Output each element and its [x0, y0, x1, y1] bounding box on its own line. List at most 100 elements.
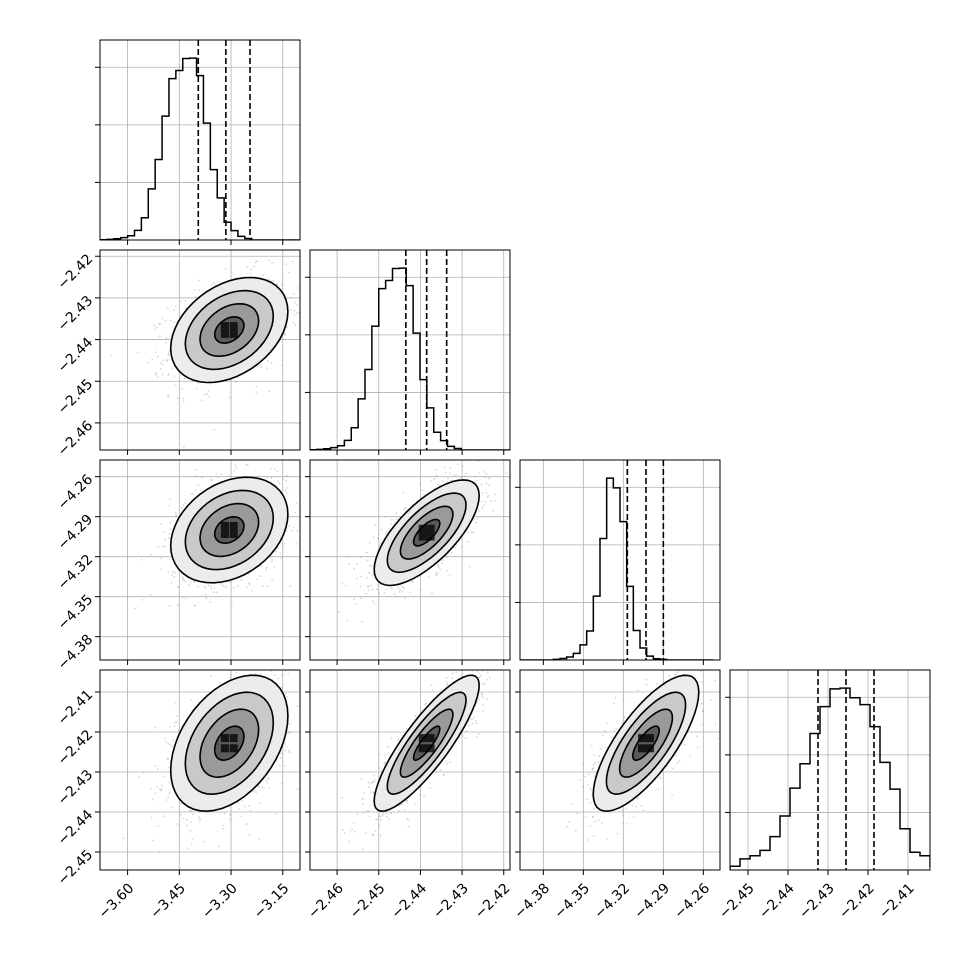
scatter-point [265, 367, 268, 370]
scatter-point [378, 592, 380, 595]
scatter-point [260, 366, 262, 369]
density-core-bin [229, 522, 238, 530]
scatter-point [373, 602, 376, 605]
scatter-point [359, 585, 362, 588]
scatter-point [465, 473, 468, 475]
scatter-point [173, 575, 176, 578]
scatter-point [295, 312, 298, 314]
scatter-point [215, 472, 218, 475]
scatter-point [190, 699, 193, 701]
scatter-point [255, 791, 257, 794]
scatter-point [167, 571, 170, 573]
scatter-point [165, 740, 168, 743]
scatter-point [372, 834, 375, 836]
scatter-point [402, 491, 405, 494]
scatter-point [296, 304, 298, 306]
scatter-point [446, 683, 449, 686]
scatter-point [149, 594, 152, 596]
contour-line [213, 725, 245, 762]
scatter-point [380, 834, 382, 837]
scatter-point [220, 473, 223, 476]
scatter-point [281, 674, 284, 676]
contour-line [399, 505, 454, 560]
scatter-point [195, 468, 198, 471]
scatter-point [421, 489, 424, 492]
scatter-point [189, 829, 192, 832]
scatter-point [481, 693, 484, 696]
scatter-point [277, 230, 279, 232]
scatter-point [209, 382, 212, 385]
scatter-point [398, 805, 401, 808]
scatter-point [167, 358, 169, 361]
scatter-point [348, 563, 350, 565]
scatter-point [199, 818, 202, 820]
histogram-panel-3 [515, 459, 721, 665]
scatter-point [249, 655, 251, 657]
scatter-point [383, 761, 386, 764]
scatter-point [436, 573, 439, 576]
scatter-point [138, 776, 141, 779]
scatter-point [401, 590, 404, 593]
scatter-point [240, 579, 242, 582]
scatter-point [178, 824, 181, 827]
scatter-point [194, 605, 197, 607]
scatter-point [279, 552, 282, 554]
scatter-point [446, 481, 449, 483]
scatter-point [285, 474, 288, 477]
scatter-point [229, 581, 232, 584]
scatter-point [162, 775, 165, 778]
scatter-point [182, 397, 185, 400]
scatter-point [154, 351, 157, 353]
scatter-point [443, 466, 446, 469]
scatter-point [383, 591, 386, 594]
scatter-point [173, 375, 176, 378]
scatter-point [490, 500, 492, 502]
scatter-point [229, 818, 231, 821]
scatter-point [431, 689, 434, 692]
scatter-point [164, 538, 167, 541]
scatter-point [160, 789, 162, 792]
scatter-point [233, 469, 236, 472]
histogram-panel-2 [305, 249, 511, 455]
scatter-point [491, 667, 493, 669]
scatter-point [184, 579, 186, 582]
scatter-point [484, 476, 487, 479]
scatter-point [294, 511, 297, 514]
scatter-point [171, 367, 174, 370]
panel-frame [99, 459, 301, 661]
scatter-point [182, 400, 185, 403]
scatter-point [285, 530, 288, 532]
scatter-point [227, 667, 229, 669]
scatter-point [219, 681, 222, 684]
scatter-point [253, 790, 256, 793]
density-core-bin [418, 524, 427, 533]
scatter-point [168, 532, 171, 535]
scatter-point [173, 321, 176, 323]
scatter-point [474, 445, 476, 447]
scatter-point [198, 289, 200, 291]
scatter-point [277, 677, 280, 680]
scatter-point [188, 809, 191, 812]
scatter-point [429, 787, 432, 789]
scatter-point [193, 580, 196, 583]
scatter-point [466, 540, 469, 543]
scatter-point [213, 586, 216, 589]
scatter-point [190, 493, 193, 495]
scatter-point [346, 556, 349, 558]
scatter-point [473, 531, 475, 534]
scatter-point [398, 591, 401, 593]
histogram-step [100, 57, 300, 240]
scatter-point [294, 324, 297, 327]
scatter-point [368, 786, 370, 789]
scatter-point [168, 726, 171, 728]
scatter-point [296, 529, 299, 532]
scatter-point [435, 474, 438, 477]
scatter-point [281, 364, 284, 366]
scatter-point [482, 663, 484, 665]
scatter-point [461, 465, 464, 467]
scatter-point [288, 723, 291, 726]
scatter-point [160, 557, 163, 560]
scatter-point [251, 667, 253, 669]
scatter-point [411, 580, 413, 583]
scatter-point [283, 332, 286, 335]
